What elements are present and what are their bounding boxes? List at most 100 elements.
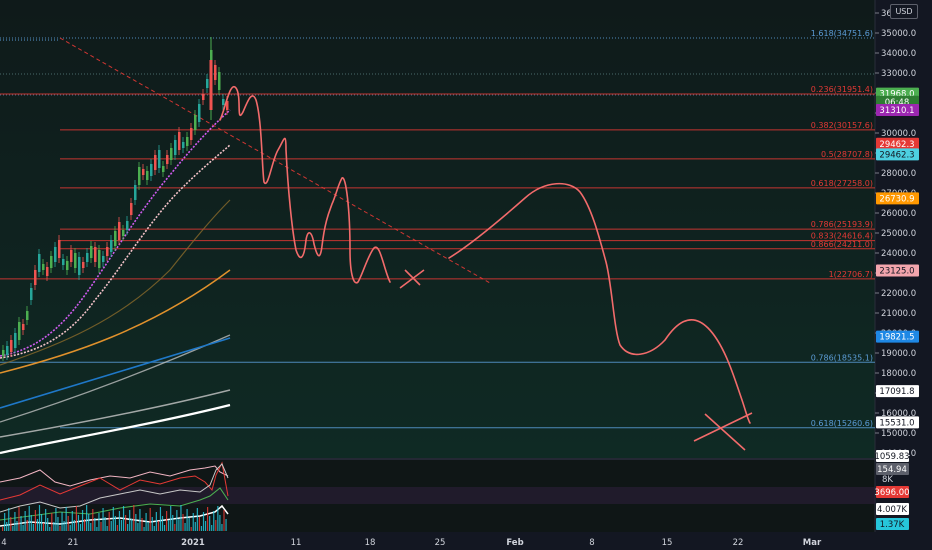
indicator-volume-bar [182, 514, 184, 531]
candle-body [14, 333, 17, 348]
candle-body [54, 247, 57, 262]
candle-body [6, 346, 9, 355]
indicator-volume-bar [8, 508, 10, 531]
indicator-volume-bar [221, 524, 223, 531]
ma-blue-line [0, 337, 231, 409]
fib-level-label: 0.618(15260.6) [811, 419, 873, 428]
ma-purple-line [0, 109, 231, 357]
candle-body [154, 155, 157, 170]
indicator-volume-bar [24, 511, 26, 531]
ma-white-line [0, 403, 231, 455]
candle-body [186, 137, 189, 146]
indicator-volume-bar [75, 506, 77, 531]
indicator-tag-label: 154.94 [877, 465, 907, 475]
candle-body [58, 240, 61, 258]
trend-lines[interactable] [59, 37, 491, 284]
candle-body [22, 324, 25, 330]
indicator-volume-bar [135, 514, 137, 531]
time-axis-background [0, 532, 932, 550]
candle-body [126, 221, 129, 230]
fibonacci-levels[interactable]: 1.618(34751.6) 0.236(31951.4) 0.382(30157.… [0, 29, 875, 429]
price-tag-box [876, 330, 919, 343]
fib-level-label: 0.618(27258.0) [811, 179, 873, 188]
currency-label[interactable]: USD [890, 4, 918, 19]
indicator-volume-bar [120, 520, 123, 531]
candle-body [142, 169, 145, 175]
candle-body [10, 340, 13, 352]
indicator-volume-bar [147, 522, 149, 531]
ma-darkorange-line [0, 199, 231, 366]
indicator-tag-box [876, 503, 909, 515]
candle-body [18, 322, 21, 340]
candle-body [26, 311, 29, 320]
time-axis[interactable]: 4 21 2021 11 18 25 Feb 8 15 22 Mar [1, 538, 822, 548]
indicator-volume-bar [34, 510, 36, 531]
candle-body [46, 267, 49, 276]
price-tag-box [876, 148, 919, 161]
indicator-volume-bar [200, 526, 203, 531]
indicator-volume-bar [30, 515, 32, 531]
indicator-volume-bar [186, 509, 188, 531]
price-tick-label: 34000.0 [881, 49, 916, 59]
indicator-green-line [0, 487, 229, 521]
indicator-volume-bar [168, 520, 170, 531]
time-label: 8 [589, 538, 594, 548]
candle-body [122, 230, 125, 236]
indicator-volume-bar [79, 524, 82, 531]
candle-body [70, 250, 73, 262]
candle-body [2, 350, 5, 356]
candle-body [106, 247, 109, 256]
indicator-volume-bar [204, 521, 207, 531]
price-tag-label: 29462.3 [879, 150, 914, 160]
indicator-volume-bar [36, 519, 39, 531]
indicator-volume-bar [202, 512, 205, 531]
price-tick-label: 35000.0 [881, 29, 916, 39]
indicator-tag-box [876, 463, 909, 475]
price-tag-box [876, 137, 919, 150]
indicator-volume-bar [26, 520, 28, 531]
candlesticks [2, 37, 229, 361]
target-x-mark [704, 413, 746, 451]
indicator-volume-bar [38, 505, 41, 531]
indicator-volume-bar [141, 518, 143, 531]
indicator-volume-bar [14, 512, 16, 531]
indicator-volume-bar [215, 520, 217, 531]
indicator-volume-bar [129, 510, 131, 531]
price-axis[interactable]: 36000.035000.034000.033000.032000.031000… [875, 9, 916, 459]
indicator-volume-bar [122, 506, 125, 531]
indicator-volume-bar [61, 512, 63, 531]
price-tick-label: 16000.0 [881, 409, 916, 419]
price-tick-label: 33000.0 [881, 69, 916, 79]
indicator-volume-bar [88, 514, 90, 531]
indicator-volume-bar [194, 522, 196, 531]
indicator-volume-bar [110, 521, 112, 531]
indicator-volume-bar [81, 510, 84, 531]
projection-path-recovery [448, 182, 751, 424]
candle-body [158, 150, 161, 168]
indicator-grey-line [0, 463, 229, 513]
price-tag-box [876, 416, 919, 429]
indicator-volume-bar [57, 517, 59, 531]
indicator-volume-bar [53, 522, 55, 531]
indicator-volume-bar [172, 515, 174, 531]
ma-pink-line [0, 144, 231, 359]
indicator-volume-bar [137, 523, 139, 531]
indicator-volume-bar [143, 527, 145, 531]
indicator-volume-bar [12, 526, 14, 531]
indicator-volume-bar [94, 518, 96, 531]
price-tick-label: 30000.0 [881, 129, 916, 139]
indicator-volume-bar [211, 525, 213, 531]
projection-drawing[interactable] [219, 85, 753, 451]
indicator-volume-bar [47, 518, 49, 531]
price-tag-box [876, 264, 919, 277]
indicator-volume-bar [59, 526, 61, 531]
indicator-volume-bar [69, 525, 71, 531]
indicator-volume-bar [176, 510, 178, 531]
candle-body [34, 270, 37, 285]
indicator-volume-bar [125, 515, 127, 531]
fib-level-label: 0.382(30157.6) [811, 121, 873, 130]
target-x-mark [404, 269, 421, 286]
indicator-volume-bar [49, 527, 51, 531]
candle-body [174, 140, 177, 155]
